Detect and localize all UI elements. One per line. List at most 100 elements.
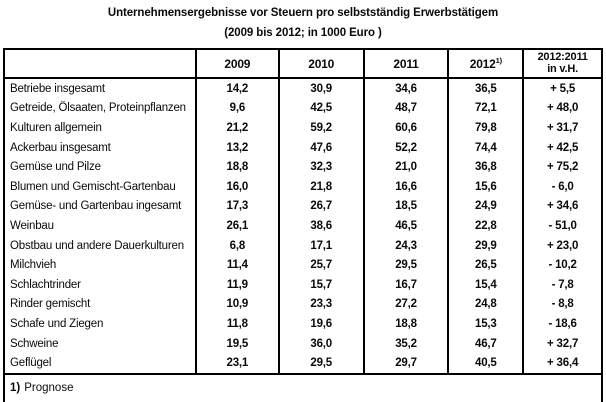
year-value-cell: 40,5 [447,353,524,374]
year-value-cell: 6,8 [194,235,279,256]
year-value-cell: 29,9 [447,235,524,256]
row-label: Gemüse und Pilze [10,161,101,174]
year-value-cell: 23,3 [277,294,364,315]
year-value-cell: 47,6 [277,137,364,158]
table-row: Betriebe insgesamt 14,2 30,9 34,6 36,5 + 5,5 [4,78,602,99]
header-col-2010: 2010 [277,49,364,79]
year-value-cell: 11,8 [194,314,279,334]
year-value-cell: 36,8 [447,157,524,177]
table-row: Gemüse und Pilze 18,8 32,3 21,0 36,8 + 75,2 [4,157,602,177]
year-value-cell: 21,8 [277,176,364,197]
year-value-cell: 10,9 [194,294,279,315]
header-row: 2009 2010 2011 20121) 2012:2011 in v.H. [4,49,602,79]
year-value-cell: 29,5 [362,255,449,275]
table-row: Blumen und Gemischt-Gartenbau 16,0 21,8 16,… [4,176,602,197]
year-value-cell: 46,7 [447,333,524,354]
ratio-value-cell: + 32,7 [522,333,602,354]
ratio-line1: 2012:2011 [537,51,588,63]
year-value-cell: 18,8 [362,314,449,334]
year-value-cell: 30,9 [277,78,364,99]
row-label: Weinbau [10,219,54,232]
year-value-cell: 29,5 [277,353,364,374]
year-value-cell: 74,4 [447,137,524,158]
year-value-cell: 72,1 [447,98,524,119]
year-value-cell: 29,7 [362,353,449,374]
row-label: Ackerbau insgesamt [10,141,111,154]
year-value-cell: 26,5 [447,255,524,275]
header-col-2011: 2011 [362,49,449,79]
row-label: Milchvieh [10,259,57,272]
ratio-line2: in v.H. [547,62,578,75]
row-label: Getreide, Ölsaaten, Proteinpflanzen [10,102,186,115]
year-value-cell: 46,5 [362,216,449,236]
year-value-cell: 26,7 [277,196,364,217]
ratio-value-cell: + 34,6 [522,196,602,217]
row-label: Schafe und Ziegen [10,317,104,330]
year-value-cell: 14,2 [194,78,279,99]
table-row: Schlachtrinder 11,9 15,7 16,7 15,4- 7,8 [4,274,602,295]
year-value-cell: 24,3 [362,235,449,256]
year-value-cell: 48,7 [362,98,449,119]
ratio-value-cell: - 7,8 [522,274,602,295]
year-value-cell: 11,4 [194,255,279,275]
year-value-cell: 59,2 [277,118,364,138]
year-value-cell: 16,0 [194,176,279,197]
year-value-cell: 25,7 [277,255,364,275]
ratio-value-cell: - 8,8 [522,294,602,315]
year-value-cell: 22,8 [447,216,524,236]
year-value-cell: 15,6 [447,176,524,197]
ratio-value-cell: + 31,7 [522,118,602,138]
row-label: Rinder gemischt [10,298,91,311]
header-col-2009: 2009 [194,49,279,79]
row-label: Gemüse- und Gartenbau ingesamt [10,200,182,213]
ratio-value-cell: + 75,2 [522,157,602,177]
year-value-cell: 23,1 [194,353,279,374]
year-value-cell: 19,5 [194,333,279,354]
row-label: Schweine [10,337,59,350]
ratio-value-cell: - 18,6 [522,314,602,334]
footnote-row: 1) Prognose [4,372,602,402]
year-value-cell: 24,8 [447,294,524,315]
year-value-cell: 42,5 [277,98,364,119]
year-value-cell: 36,5 [447,78,524,99]
year-value-cell: 18,8 [194,157,279,177]
row-label: Kulturen allgemein [10,121,102,134]
year-value-cell: 15,7 [277,274,364,295]
ratio-value-cell: + 23,0 [522,235,602,256]
footnote-marker: 1) [10,382,21,395]
results-table: 2009 2010 2011 20121) 2012:2011 in v.H. B… [3,48,603,402]
row-label: Schlachtrinder [10,278,81,291]
footnote-cell: 1) Prognose [4,372,602,402]
year-value-cell: 27,2 [362,294,449,315]
year-value-cell: 15,3 [447,314,524,334]
table-body: Betriebe insgesamt 14,2 30,9 34,6 36,5 + 5,5 G… [4,78,602,374]
row-label: Betriebe insgesamt [10,82,105,95]
header-col-ratio: 2012:2011 in v.H. [522,49,602,79]
ratio-value-cell: + 42,5 [522,137,602,158]
year-value-cell: 32,3 [277,157,364,177]
ratio-value-cell: - 51,0 [522,216,602,236]
year-value-cell: 38,6 [277,216,364,236]
year-value-cell: 11,9 [194,274,279,295]
page-title: Unternehmensergebnisse vor Steuern pro s… [107,7,499,19]
table-row: Obstbau und andere Dauerkulturen 6,8 17,1 2… [4,235,602,256]
row-label: Blumen und Gemischt-Gartenbau [10,180,176,193]
year-value-cell: 21,0 [362,157,449,177]
ratio-value-cell: - 6,0 [522,176,602,197]
table-row: Schweine 19,5 36,0 35,2 46,7 + 32,7 [4,333,602,354]
ratio-value-cell: + 36,4 [522,353,602,374]
year-value-cell: 36,0 [277,333,364,354]
ratio-value-cell: - 10,2 [522,255,602,275]
row-label: Obstbau und andere Dauerkulturen [10,239,184,252]
header-col-2012: 20121) [447,49,524,79]
year-value-cell: 17,3 [194,196,279,217]
table-row: Gemüse- und Gartenbau ingesamt 17,3 26,7 18… [4,196,602,217]
footnote-text: Prognose [24,382,74,395]
year-value-cell: 52,2 [362,137,449,158]
year-value-cell: 19,6 [277,314,364,334]
table-row: Getreide, Ölsaaten, Proteinpflanzen 9,6 42… [4,98,602,119]
year-value-cell: 26,1 [194,216,279,236]
table-row: Weinbau 26,1 38,6 46,5 22,8- 51,0 [4,216,602,236]
year-value-cell: 79,8 [447,118,524,138]
